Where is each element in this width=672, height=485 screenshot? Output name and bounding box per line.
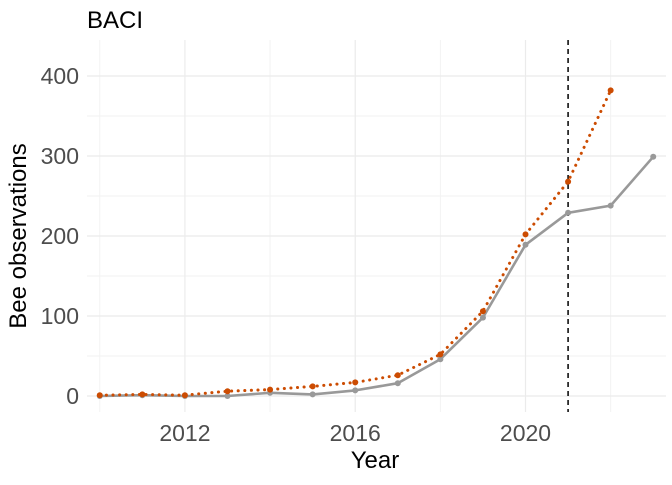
y-tick-label: 400 [41,63,79,89]
data-point-solid [352,387,359,394]
data-point-dotted [607,87,614,94]
y-tick-label: 100 [41,303,79,329]
data-point-solid [565,209,572,216]
series-layer [96,87,657,399]
y-tick-label: 0 [66,383,79,409]
tick-labels: 0 100 200 300 400 2012 2016 2020 [41,63,551,446]
x-tick-label: 2016 [330,420,381,446]
data-point-solid [479,314,486,321]
data-point-dotted [139,391,146,398]
data-point-solid [522,241,529,248]
data-point-dotted [181,392,188,399]
data-point-dotted [352,379,359,386]
grid [87,40,666,412]
x-axis-title: Year [351,447,400,474]
y-tick-label: 200 [41,223,79,249]
data-point-dotted [437,351,444,358]
y-tick-label: 300 [41,143,79,169]
x-tick-label: 2020 [500,420,551,446]
data-point-solid [650,153,657,160]
data-point-dotted [224,388,231,395]
data-point-solid [394,380,401,387]
x-tick-label: 2012 [159,420,210,446]
data-point-dotted [565,178,572,185]
data-point-dotted [394,372,401,379]
data-point-solid [224,393,231,399]
data-point-dotted [522,231,529,238]
data-point-dotted [267,386,274,393]
data-point-solid [607,202,614,209]
data-point-solid [437,356,444,363]
data-point-dotted [96,392,103,399]
data-point-dotted [479,308,486,315]
chart-title: BACI [87,7,143,34]
y-axis-title: Bee observations [5,143,32,328]
data-point-dotted [309,383,316,390]
data-point-solid [309,391,316,398]
